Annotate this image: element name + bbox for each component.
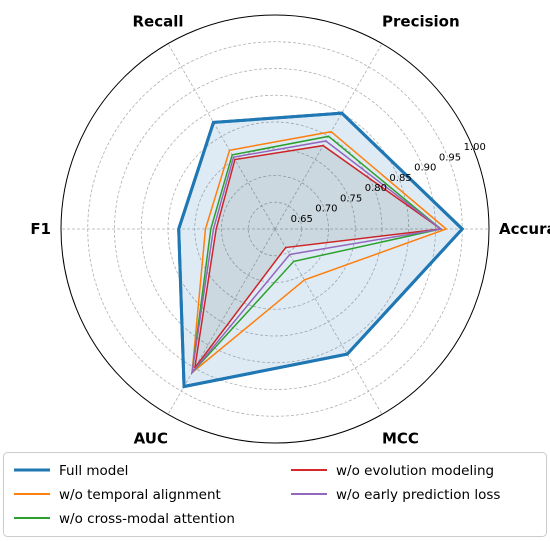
- axis-labels: Accuracy Precision Recall F1 AUC MCC: [30, 12, 550, 447]
- axis-label-f1: F1: [30, 220, 51, 238]
- radial-tick-label: 0.90: [414, 163, 436, 174]
- radial-tick-label: 0.65: [291, 214, 313, 225]
- series-w-o-evolution-modeling: [194, 144, 443, 369]
- grid-circle: [221, 175, 329, 283]
- legend-label-full-model: Full model: [59, 463, 128, 479]
- grid-circle: [140, 94, 410, 364]
- axis-label-mcc: MCC: [382, 430, 419, 448]
- legend-label-w-o-evolution-modeling: w/o evolution modeling: [336, 463, 494, 479]
- series-w-o-temporal-alignment: [191, 130, 448, 375]
- outer-frame: [60, 14, 490, 444]
- series-full-model-outline: [177, 111, 465, 389]
- legend: Full model w/o temporal alignment w/o cros…: [3, 452, 547, 537]
- radial-tick-label: 0.85: [389, 173, 411, 184]
- radar-series: [177, 111, 465, 389]
- grid-spoke: [167, 43, 276, 230]
- radial-tick-label: 0.75: [340, 193, 362, 204]
- grid-spoke: [274, 228, 383, 415]
- grid-spoke: [167, 228, 276, 415]
- overlap-shade: [194, 145, 441, 368]
- radial-ticks: 0.650.700.750.800.850.900.951.00: [291, 142, 486, 225]
- radial-tick-label: 0.70: [315, 204, 337, 215]
- series-w-o-early-prediction-loss: [190, 140, 443, 376]
- radial-tick-label: 0.95: [439, 152, 461, 163]
- legend-label-w-o-temporal-alignment: w/o temporal alignment: [59, 487, 221, 503]
- radial-tick-label: 1.00: [464, 142, 486, 153]
- series-w-o-cross-modal-attention: [191, 135, 443, 375]
- axis-label-auc: AUC: [134, 430, 168, 448]
- axis-label-recall: Recall: [132, 12, 183, 30]
- axis-label-precision: Precision: [382, 12, 460, 30]
- legend-label-w-o-cross-modal-attention: w/o cross-modal attention: [59, 511, 235, 527]
- legend-box: [3, 452, 547, 537]
- legend-label-w-o-early-prediction-loss: w/o early prediction loss: [336, 487, 500, 503]
- radial-tick-label: 0.80: [365, 183, 387, 194]
- axis-label-accuracy: Accuracy: [499, 220, 550, 238]
